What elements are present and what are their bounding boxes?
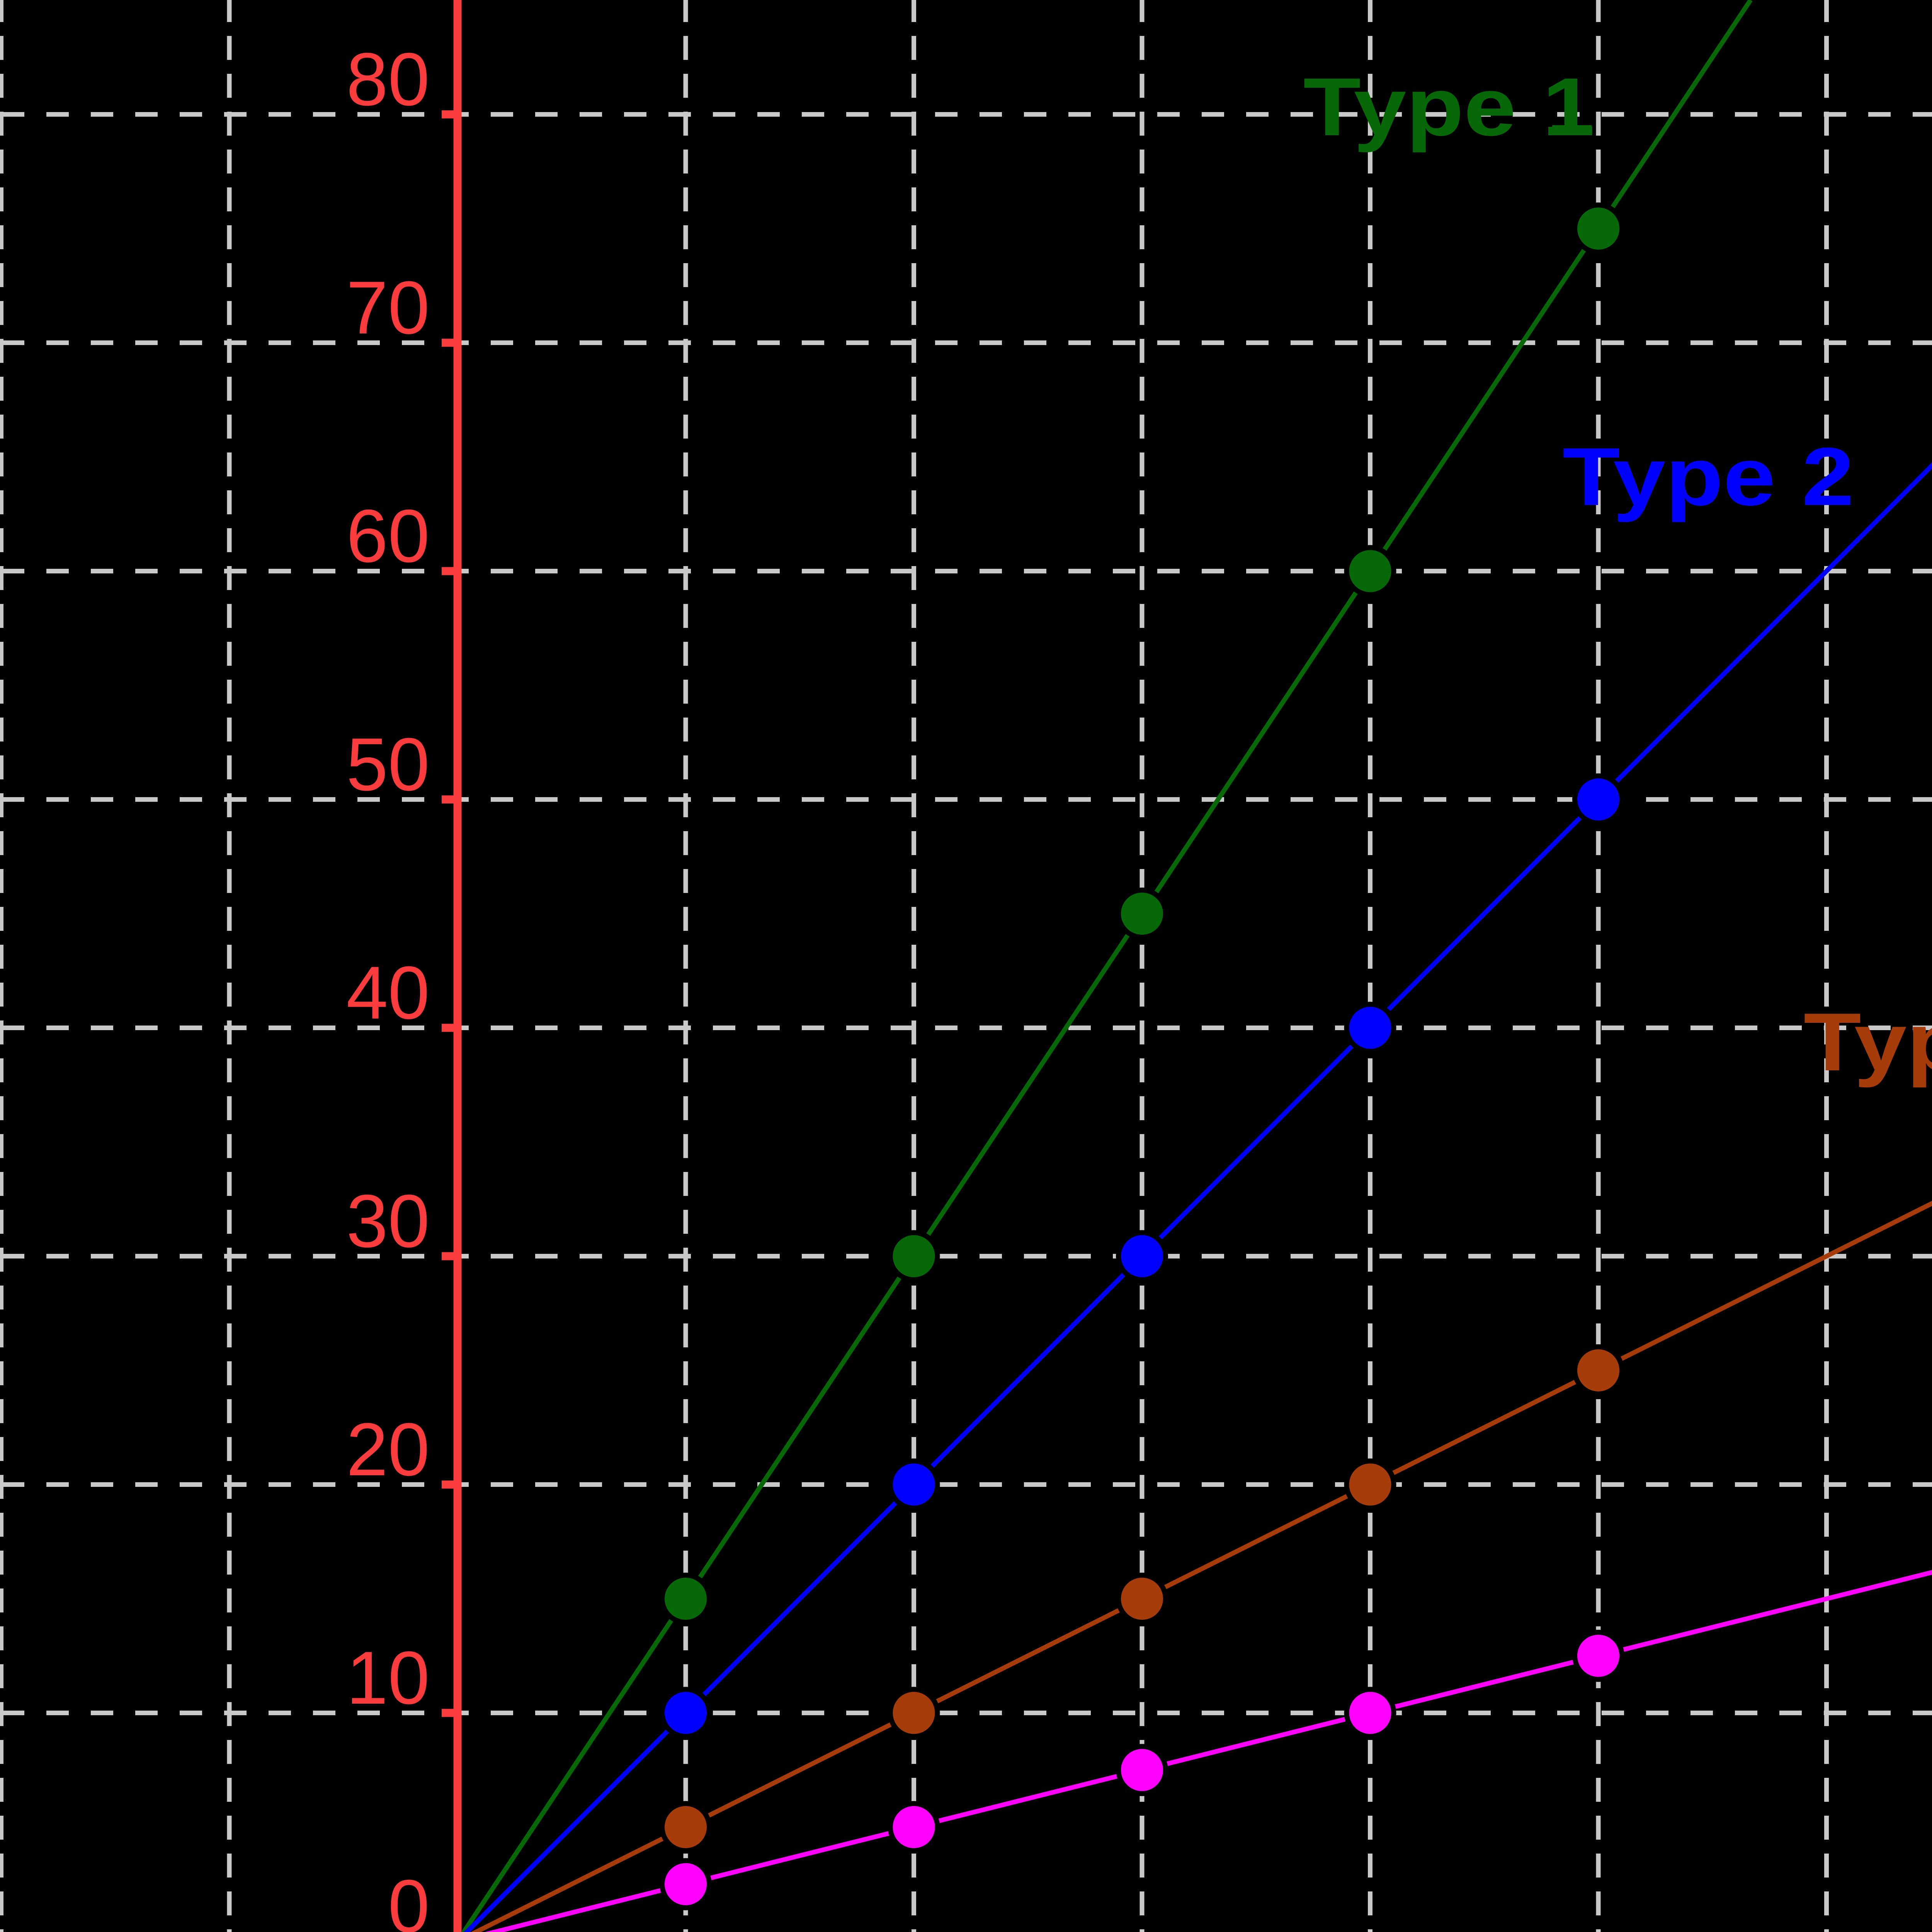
svg-text:80: 80 <box>346 37 430 121</box>
svg-text:10: 10 <box>346 1636 430 1720</box>
svg-text:0: 0 <box>388 1864 430 1932</box>
svg-text:70: 70 <box>346 266 430 350</box>
svg-text:40: 40 <box>346 951 430 1035</box>
svg-text:60: 60 <box>346 494 430 578</box>
svg-text:Type 3: Type 3 <box>1804 996 1932 1088</box>
svg-text:Type 1: Type 1 <box>1303 61 1595 153</box>
svg-text:30: 30 <box>346 1179 430 1263</box>
svg-text:20: 20 <box>346 1408 430 1492</box>
svg-text:Type 2: Type 2 <box>1563 430 1854 522</box>
svg-text:50: 50 <box>346 723 430 806</box>
